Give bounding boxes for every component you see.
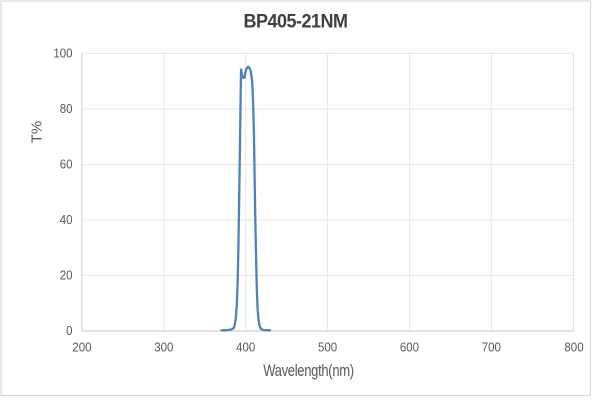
svg-text:0: 0 — [66, 323, 72, 338]
svg-text:40: 40 — [60, 212, 73, 227]
svg-text:T%: T% — [29, 121, 46, 144]
svg-text:400: 400 — [236, 340, 255, 355]
svg-text:Wavelength(nm): Wavelength(nm) — [263, 363, 354, 381]
svg-text:200: 200 — [72, 340, 91, 355]
svg-text:20: 20 — [60, 268, 73, 283]
svg-text:300: 300 — [154, 340, 173, 355]
svg-text:60: 60 — [60, 157, 73, 172]
svg-text:500: 500 — [318, 340, 337, 355]
svg-text:80: 80 — [60, 101, 73, 116]
svg-text:600: 600 — [400, 340, 419, 355]
svg-text:700: 700 — [482, 340, 501, 355]
svg-text:BP405-21NM: BP405-21NM — [244, 11, 348, 33]
svg-text:100: 100 — [53, 46, 72, 61]
svg-text:800: 800 — [564, 340, 583, 355]
